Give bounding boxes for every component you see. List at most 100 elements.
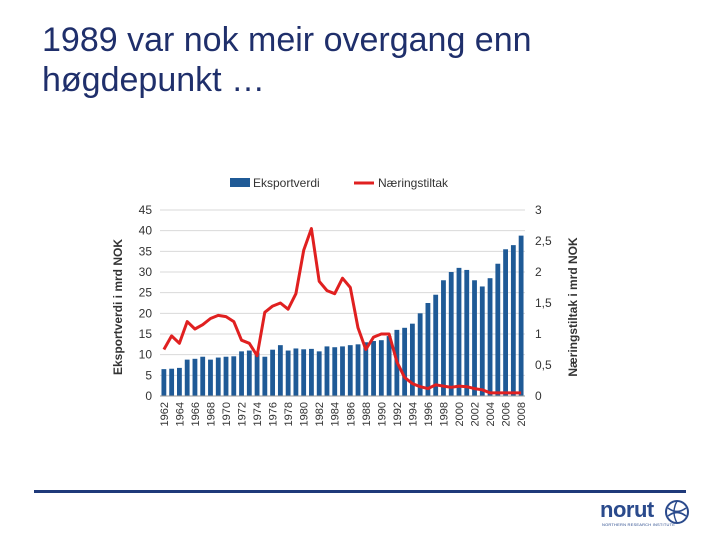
legend: Eksportverdi Næringstiltak	[230, 176, 449, 190]
slide-title-line-1: 1989 var nok meir overgang enn	[42, 21, 532, 59]
x-tick-label: 1980	[299, 402, 311, 426]
x-tick-label: 1986	[345, 402, 357, 426]
bar-eksportverdi	[409, 323, 415, 396]
bar-eksportverdi	[378, 340, 384, 396]
globe-icon	[665, 500, 689, 524]
bar-eksportverdi	[184, 359, 190, 396]
y-tick-label-left: 45	[139, 203, 153, 217]
y-tick-label-right: 2,5	[535, 234, 552, 248]
bar-eksportverdi	[402, 327, 408, 396]
bar-eksportverdi	[479, 286, 485, 396]
y-tick-label-left: 35	[139, 244, 153, 258]
x-tick-label: 1994	[407, 402, 419, 426]
bar-eksportverdi	[324, 346, 330, 396]
bar-eksportverdi	[200, 356, 206, 396]
bar-eksportverdi	[161, 369, 167, 396]
y-tick-label-left: 5	[145, 368, 152, 382]
y-axis-title-left: Eksportverdi i mrd NOK	[111, 239, 125, 375]
y-tick-label-right: 1	[535, 327, 542, 341]
slide-title: 1989 var nok meir overgang enn høgdepunk…	[42, 20, 682, 100]
x-tick-label: 1992	[392, 402, 404, 426]
bar-eksportverdi	[246, 350, 252, 396]
bar-series-eksportverdi	[161, 235, 524, 396]
x-tick-label: 1964	[174, 402, 186, 426]
x-tick-label: 1990	[376, 402, 388, 426]
x-tick-label: 1976	[268, 402, 280, 426]
line-naeringstiltak	[162, 227, 522, 395]
x-tick-label: 2008	[516, 402, 528, 426]
x-tick-label: 2002	[470, 402, 482, 426]
y-tick-label-right: 0	[535, 389, 542, 403]
x-tick-label: 1970	[221, 402, 233, 426]
bar-eksportverdi	[510, 245, 516, 396]
bar-eksportverdi	[293, 348, 299, 396]
bar-eksportverdi	[433, 294, 439, 396]
bar-eksportverdi	[270, 349, 276, 396]
bar-eksportverdi	[239, 351, 244, 396]
bar-eksportverdi	[192, 358, 198, 396]
y-axis-title-right: Næringstiltak i mrd NOK	[566, 237, 580, 377]
bar-eksportverdi	[355, 344, 361, 396]
bar-eksportverdi	[503, 249, 508, 396]
x-tick-label: 1996	[423, 402, 435, 426]
x-tick-label: 2004	[485, 402, 497, 426]
bar-eksportverdi	[487, 278, 493, 396]
y-tick-label-left: 40	[139, 224, 153, 238]
bar-eksportverdi	[495, 263, 501, 396]
bar-eksportverdi	[262, 356, 268, 396]
legend-label-naeringstiltak: Næringstiltak	[378, 176, 449, 190]
logo-subtitle: NORTHERN RESEARCH INSTITUTE	[602, 522, 676, 527]
bar-eksportverdi	[363, 342, 369, 396]
bar-eksportverdi	[441, 280, 446, 396]
bar-eksportverdi	[386, 336, 392, 396]
bar-eksportverdi	[301, 349, 307, 396]
bar-eksportverdi	[518, 235, 524, 396]
export-chart: 0 5 10 15 20 25 30 35 40 45 0 0,5 1 1,5 2 2,5 3 1962 1964 1…	[111, 176, 580, 426]
y-tick-label-right: 3	[535, 203, 542, 217]
x-tick-label: 2006	[501, 402, 513, 426]
legend-swatch-eksportverdi	[230, 178, 250, 187]
bar-eksportverdi	[277, 345, 283, 396]
bar-eksportverdi	[285, 350, 291, 396]
x-tick-label: 1984	[330, 402, 342, 426]
axes: 0 5 10 15 20 25 30 35 40 45 0 0,5 1 1,5 2 2,5 3 1962 1964 1…	[139, 203, 552, 426]
x-tick-label: 1998	[439, 402, 451, 426]
x-tick-label: 1974	[252, 402, 264, 426]
x-tick-label: 1962	[159, 402, 171, 426]
x-tick-label: 1988	[361, 402, 373, 426]
bar-eksportverdi	[223, 356, 229, 396]
x-tick-label: 2000	[454, 402, 466, 426]
footer-rule	[34, 490, 686, 493]
bar-eksportverdi	[316, 351, 322, 396]
bar-eksportverdi	[464, 269, 470, 396]
y-tick-label-right: 0,5	[535, 358, 552, 372]
bar-eksportverdi	[309, 348, 314, 396]
x-tick-label: 1972	[237, 402, 249, 426]
bar-eksportverdi	[215, 357, 221, 396]
logo-wordmark: norut	[600, 497, 654, 522]
bar-eksportverdi	[169, 368, 175, 396]
gridlines	[160, 209, 525, 397]
bar-eksportverdi	[371, 341, 376, 396]
bar-eksportverdi	[208, 359, 213, 396]
bar-eksportverdi	[472, 280, 477, 396]
y-tick-label-left: 30	[139, 265, 153, 279]
bar-eksportverdi	[254, 352, 260, 396]
x-tick-label: 1982	[314, 402, 326, 426]
y-tick-label-right: 2	[535, 265, 542, 279]
norut-logo: norut NORTHERN RESEARCH INSTITUTE	[600, 497, 690, 535]
bar-eksportverdi	[340, 346, 345, 396]
bar-eksportverdi	[177, 367, 182, 396]
y-tick-label-left: 15	[139, 327, 153, 341]
y-tick-label-left: 25	[139, 286, 153, 300]
bar-eksportverdi	[417, 313, 423, 396]
x-tick-label: 1968	[206, 402, 218, 426]
bar-eksportverdi	[425, 303, 431, 396]
y-tick-label-right: 1,5	[535, 296, 552, 310]
legend-label-eksportverdi: Eksportverdi	[253, 176, 320, 190]
x-tick-label: 1978	[283, 402, 295, 426]
bar-eksportverdi	[332, 347, 338, 396]
y-tick-label-left: 0	[145, 389, 152, 403]
line-series-naeringstiltak	[162, 227, 522, 395]
y-tick-label-left: 10	[139, 348, 153, 362]
